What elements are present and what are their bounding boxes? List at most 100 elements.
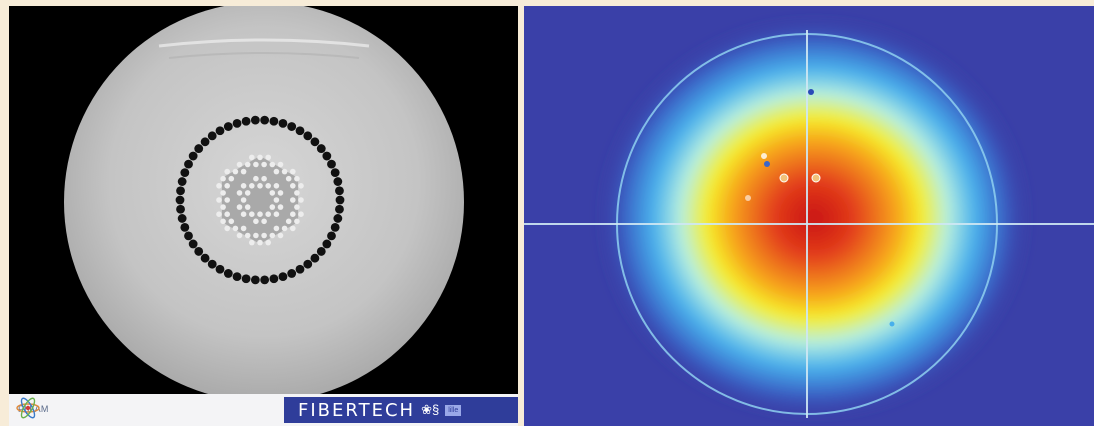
air-hole — [188, 239, 198, 249]
core-hole — [273, 211, 280, 217]
core-hole — [285, 218, 292, 225]
core-hole — [277, 204, 284, 210]
fibertech-tag: lille — [445, 404, 462, 416]
core-hole — [220, 218, 226, 225]
air-hole — [335, 204, 344, 214]
photonic-crystal-core — [216, 154, 304, 246]
air-hole — [295, 126, 305, 136]
air-hole — [333, 214, 343, 223]
mode-intensity-spot — [599, 18, 1029, 418]
air-hole — [223, 269, 233, 278]
fibertech-label: FIBERTECH — [298, 399, 416, 421]
core-hole — [216, 197, 222, 203]
core-hole — [269, 232, 276, 239]
core-hole — [253, 175, 259, 182]
air-hole — [241, 116, 251, 126]
air-hole — [215, 126, 225, 136]
honeycomb-icon: ❀§ — [421, 402, 440, 417]
core-hole — [228, 218, 235, 225]
air-hole — [180, 168, 190, 178]
air-hole — [176, 204, 185, 214]
air-hole — [184, 159, 193, 169]
air-hole — [295, 264, 305, 274]
air-hole — [260, 115, 270, 125]
air-hole — [310, 253, 320, 263]
core-hole — [261, 175, 267, 182]
core-hole — [290, 197, 296, 203]
core-hole — [257, 239, 263, 246]
core-hole — [294, 218, 300, 225]
core-hole — [224, 225, 230, 232]
core-hole — [265, 239, 272, 246]
core-hole — [290, 183, 296, 189]
air-hole — [260, 275, 270, 285]
air-hole — [316, 144, 326, 153]
core-hole — [257, 183, 263, 189]
core-hole — [249, 239, 255, 246]
air-hole — [177, 214, 187, 223]
core-hole — [269, 190, 276, 196]
core-hole — [240, 168, 247, 175]
air-hole — [310, 137, 320, 147]
core-hole — [236, 204, 243, 210]
air-hole — [303, 131, 313, 141]
core-hole — [257, 211, 263, 217]
sem-image — [9, 6, 518, 426]
core-hole — [257, 154, 263, 161]
core-hole — [249, 183, 255, 189]
air-hole — [333, 177, 343, 186]
air-hole — [177, 177, 187, 186]
core-hole — [224, 168, 230, 175]
core-hole — [220, 190, 226, 196]
air-hole — [316, 247, 326, 256]
core-hole — [240, 183, 247, 189]
core-hole — [249, 211, 255, 217]
core-hole — [244, 161, 251, 168]
core-hole — [224, 197, 230, 203]
logo-bar: PhLAM FIBERTECH ❀§ lille — [9, 394, 518, 426]
air-hole — [188, 151, 198, 161]
air-hole — [200, 137, 210, 147]
core-hole — [290, 225, 296, 232]
sem-image-panel: PhLAM FIBERTECH ❀§ lille — [9, 6, 518, 426]
air-hole — [322, 151, 332, 161]
air-hole — [327, 231, 336, 241]
core-hole — [277, 161, 284, 168]
air-hole — [327, 159, 336, 169]
air-hole — [184, 231, 193, 241]
air-hole — [232, 272, 242, 282]
fibertech-logo: FIBERTECH ❀§ lille — [284, 397, 518, 423]
air-hole — [278, 272, 288, 282]
air-hole — [194, 144, 204, 153]
core-hole — [236, 161, 243, 168]
core-hole — [220, 204, 226, 210]
core-hole — [273, 197, 280, 203]
core-hole — [298, 183, 304, 189]
core-hole — [269, 204, 276, 210]
core-hole — [261, 232, 267, 239]
core-hole — [244, 204, 251, 210]
air-hole — [335, 195, 345, 205]
air-hole — [303, 259, 313, 269]
core-hole — [253, 218, 259, 225]
core-hole — [228, 175, 235, 182]
air-hole — [322, 239, 332, 249]
core-hole — [224, 183, 230, 189]
core-hole — [269, 161, 276, 168]
core-hole — [273, 225, 280, 232]
core-hole — [240, 197, 247, 203]
core-hole — [240, 225, 247, 232]
air-hole — [287, 269, 297, 278]
core-hole — [240, 211, 247, 217]
core-hole — [277, 190, 284, 196]
air-hole — [269, 274, 279, 284]
mode-intensity-panel — [524, 6, 1094, 426]
core-hole — [281, 168, 288, 175]
core-hole — [220, 175, 226, 182]
core-hole — [261, 218, 267, 225]
air-hole — [215, 264, 225, 274]
core-hole — [216, 183, 222, 189]
air-hole — [207, 259, 217, 269]
core-hole — [244, 190, 251, 196]
core-hole — [232, 225, 239, 232]
